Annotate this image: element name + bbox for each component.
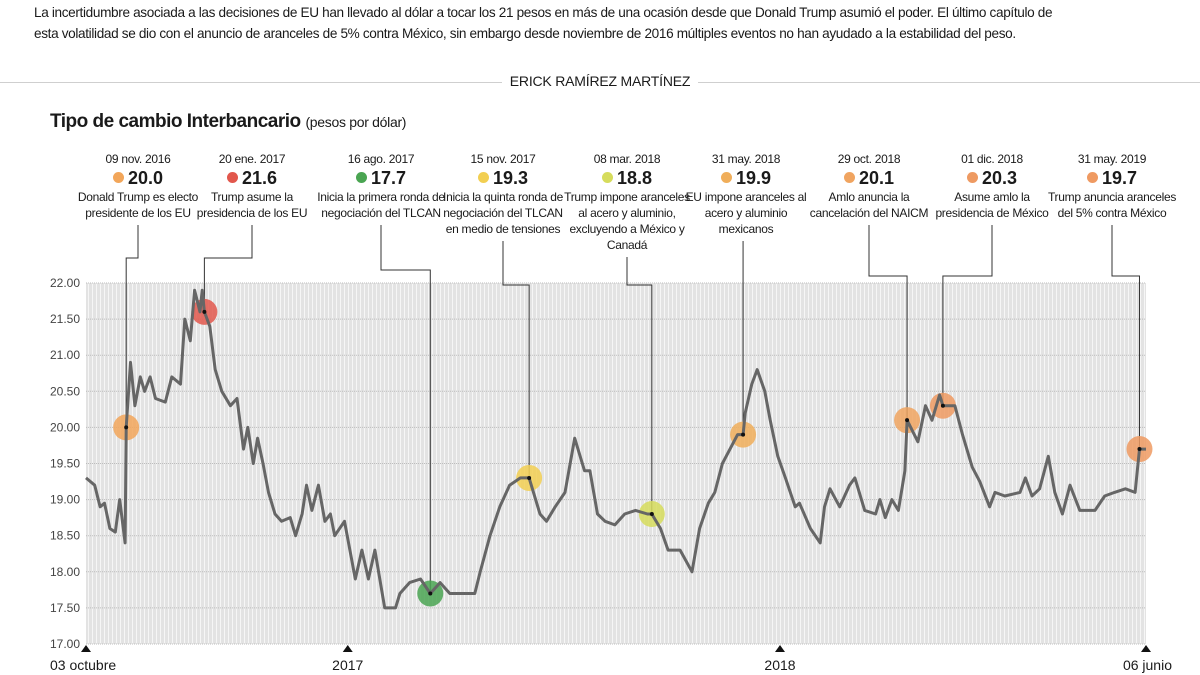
y-tick-label: 21.50 xyxy=(50,312,80,326)
event-connector xyxy=(868,225,908,421)
x-tick-label: 06 junio xyxy=(1123,657,1172,673)
chart-subtitle: (pesos por dólar) xyxy=(305,114,407,130)
event-marker-center xyxy=(905,418,910,423)
event-label: 15 nov. 2017 19.3 Inicia la quinta ronda… xyxy=(438,152,568,237)
event-marker-center xyxy=(202,309,207,314)
x-tick-marker xyxy=(1141,645,1151,652)
event-value-row: 20.1 xyxy=(804,167,934,189)
event-color-dot-icon xyxy=(1086,172,1098,183)
event-color-dot-icon xyxy=(843,172,855,183)
event-marker-center xyxy=(428,591,433,596)
event-value-row: 18.8 xyxy=(562,167,692,189)
event-marker-center xyxy=(1137,447,1142,452)
x-tick-marker xyxy=(81,645,91,652)
event-connector xyxy=(203,225,253,312)
event-value-row: 17.7 xyxy=(316,167,446,189)
event-connector xyxy=(942,225,993,406)
event-value-row: 19.7 xyxy=(1047,167,1177,189)
y-tick-label: 19.00 xyxy=(50,493,80,507)
event-label: 08 mar. 2018 18.8 Trump impone aranceles… xyxy=(562,152,692,253)
event-value: 20.1 xyxy=(858,168,895,188)
event-connector xyxy=(502,241,530,478)
event-description: Inicia la primera ronda de negociación d… xyxy=(317,190,445,220)
event-value-row: 19.3 xyxy=(438,167,568,189)
event-date: 15 nov. 2017 xyxy=(470,152,536,166)
event-marker-center xyxy=(741,432,746,437)
event-color-dot-icon xyxy=(355,172,367,183)
event-date: 31 may. 2019 xyxy=(1077,152,1147,166)
event-connector xyxy=(125,225,139,428)
event-description: Trump asume la presidencia de los EU xyxy=(196,190,308,220)
event-label: 31 may. 2019 19.7 Trump anuncia arancele… xyxy=(1047,152,1177,221)
y-tick-label: 22.00 xyxy=(50,276,80,290)
chart-title: Tipo de cambio Interbancario xyxy=(50,111,301,132)
event-value: 20.0 xyxy=(127,168,164,188)
event-value: 18.8 xyxy=(616,168,653,188)
byline-row: ERICK RAMÍREZ MARTÍNEZ xyxy=(0,73,1200,89)
event-label: 16 ago. 2017 17.7 Inicia la primera rond… xyxy=(316,152,446,221)
event-connector xyxy=(380,225,431,594)
event-value: 17.7 xyxy=(370,168,407,188)
byline-block: ERICK RAMÍREZ MARTÍNEZ xyxy=(0,73,1200,93)
exchange-rate-line xyxy=(85,288,1146,610)
event-date: 29 oct. 2018 xyxy=(837,152,901,166)
event-color-dot-icon xyxy=(601,172,613,183)
event-color-dot-icon xyxy=(966,172,978,183)
event-label: 29 oct. 2018 20.1 Amlo anuncia la cancel… xyxy=(804,152,934,221)
event-value: 20.3 xyxy=(981,168,1018,188)
event-connector xyxy=(626,257,653,515)
event-value-row: 19.9 xyxy=(681,167,811,189)
intro-text: La incertidumbre asociada a las decision… xyxy=(34,5,1053,41)
event-description: Asume amlo la presidencia de México xyxy=(935,190,1049,220)
event-marker-center xyxy=(527,475,532,480)
event-value-row: 20.0 xyxy=(73,167,203,189)
event-value-row: 20.3 xyxy=(927,167,1057,189)
event-description: Inicia la quinta ronda de negociación de… xyxy=(443,190,563,236)
event-color-dot-icon xyxy=(112,172,124,183)
event-value: 19.3 xyxy=(492,168,529,188)
event-value-row: 21.6 xyxy=(187,167,317,189)
event-description: Donald Trump es electo presidente de los… xyxy=(77,190,199,220)
x-tick-label: 03 octubre xyxy=(50,657,116,673)
event-marker-center xyxy=(124,425,129,430)
event-description: Trump impone aranceles al acero y alumin… xyxy=(564,190,690,252)
event-label: 09 nov. 2016 20.0 Donald Trump es electo… xyxy=(73,152,203,221)
event-description: Trump anuncia aranceles del 5% contra Mé… xyxy=(1047,190,1177,220)
y-tick-label: 19.50 xyxy=(50,457,80,471)
event-date: 31 may. 2018 xyxy=(711,152,781,166)
event-label: 31 may. 2018 19.9 EU impone aranceles al… xyxy=(681,152,811,237)
event-value: 19.7 xyxy=(1101,168,1138,188)
x-tick-label: 2018 xyxy=(764,657,795,673)
y-tick-label: 18.00 xyxy=(50,565,80,579)
x-tick-marker xyxy=(342,645,353,652)
event-color-dot-icon xyxy=(720,172,732,183)
event-connector xyxy=(1111,225,1140,450)
event-description: EU impone aranceles al acero y aluminio … xyxy=(685,190,807,236)
event-value: 19.9 xyxy=(735,168,772,188)
y-tick-label: 20.50 xyxy=(50,384,80,398)
chart-title-block: Tipo de cambio Interbancario (pesos por … xyxy=(50,111,406,133)
event-color-dot-icon xyxy=(226,172,238,183)
y-tick-label: 18.50 xyxy=(50,529,80,543)
event-description: Amlo anuncia la cancelación del NAICM xyxy=(809,190,929,220)
x-tick-marker xyxy=(774,645,785,652)
y-tick-label: 17.50 xyxy=(50,601,80,615)
event-date: 20 ene. 2017 xyxy=(218,152,286,166)
y-tick-label: 17.00 xyxy=(50,637,80,651)
byline: ERICK RAMÍREZ MARTÍNEZ xyxy=(501,73,699,89)
event-color-dot-icon xyxy=(477,172,489,183)
event-marker-center xyxy=(940,403,945,408)
y-tick-label: 20.00 xyxy=(50,420,80,434)
event-label: 01 dic. 2018 20.3 Asume amlo la presiden… xyxy=(927,152,1057,221)
event-date: 01 dic. 2018 xyxy=(961,152,1023,166)
event-date: 16 ago. 2017 xyxy=(347,152,415,166)
event-date: 09 nov. 2016 xyxy=(105,152,171,166)
y-tick-label: 21.00 xyxy=(50,348,80,362)
event-label: 20 ene. 2017 21.6 Trump asume la preside… xyxy=(187,152,317,221)
x-tick-label: 2017 xyxy=(332,657,363,673)
event-marker-center xyxy=(649,512,654,517)
event-date: 08 mar. 2018 xyxy=(593,152,661,166)
event-value: 21.6 xyxy=(241,168,278,188)
